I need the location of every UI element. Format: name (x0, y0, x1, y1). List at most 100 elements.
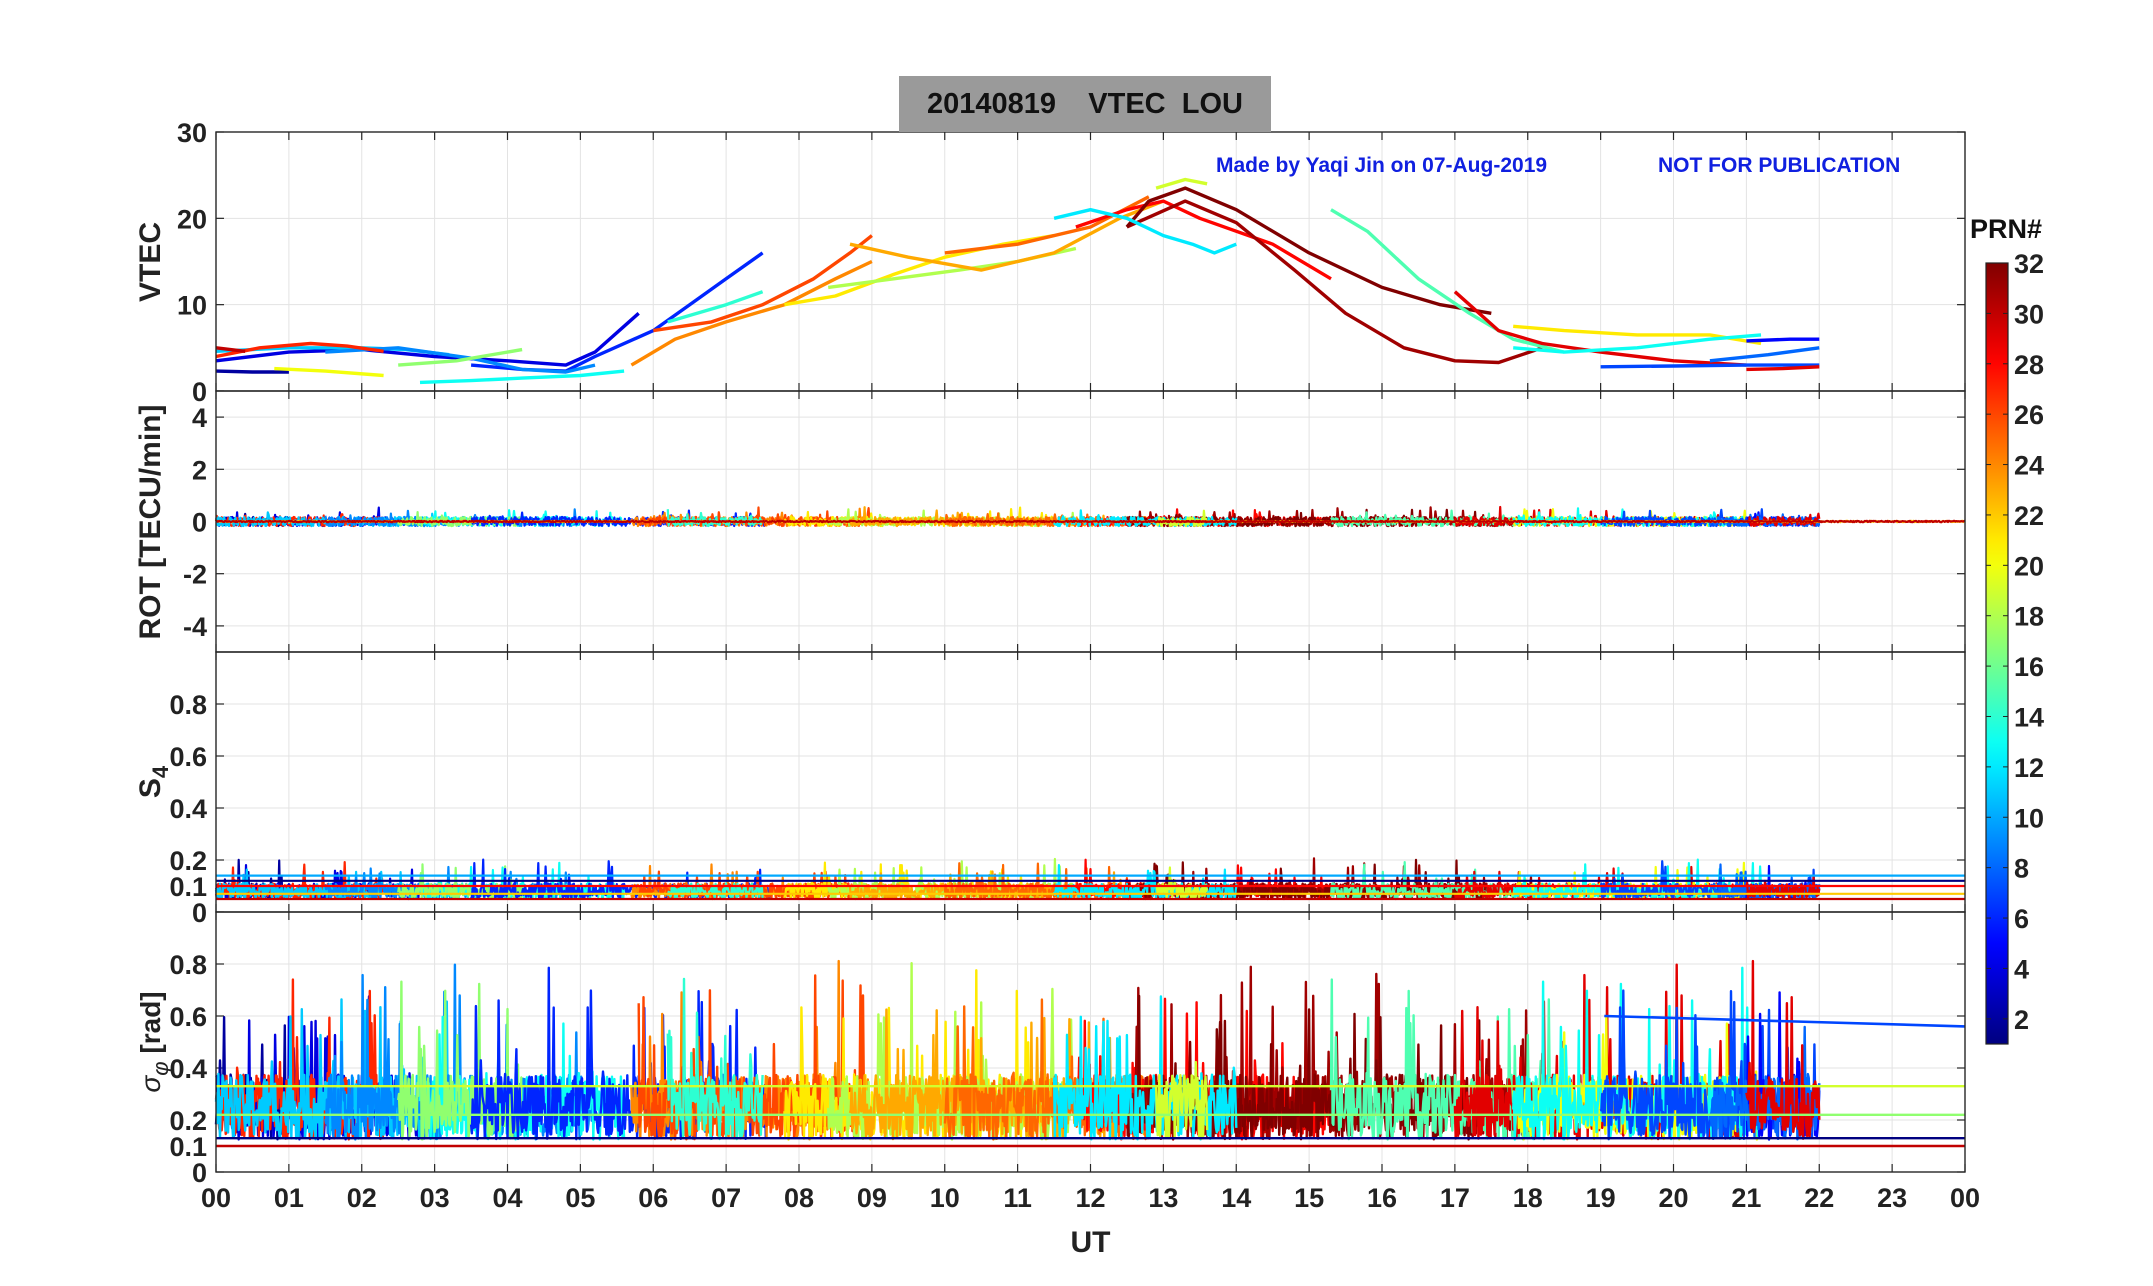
y-tick-label: 0 (192, 377, 207, 407)
x-tick-label: 00 (1950, 1183, 1980, 1213)
y-tick-label: 0 (192, 1158, 207, 1188)
y-tick-label: 0.1 (169, 872, 207, 902)
sigma-phi-trace (1604, 1014, 1966, 1028)
vtec-trace (1053, 208, 1237, 255)
vtec-trace (1600, 363, 1820, 369)
s4-trace (1155, 866, 1209, 900)
vtec-trace (1075, 199, 1332, 281)
y-tick-label: -2 (183, 560, 207, 590)
x-tick-label: 19 (1586, 1183, 1616, 1213)
vtec-axis-label: VTEC (134, 222, 167, 302)
notice-text: NOT FOR PUBLICATION (1658, 154, 1901, 177)
y-tick-label: 0 (192, 508, 207, 538)
y-tick-label: 10 (177, 291, 207, 321)
y-tick-label: 30 (177, 118, 207, 148)
colorbar-tick-label: 8 (2014, 854, 2029, 884)
x-tick-label: 17 (1440, 1183, 1470, 1213)
colorbar-tick-label: 4 (2014, 954, 2029, 984)
colorbar-tick-label: 28 (2014, 350, 2044, 380)
x-tick-label: 20 (1658, 1183, 1688, 1213)
rot-trace (215, 519, 1966, 524)
colorbar-tick-label: 14 (2014, 702, 2044, 732)
rot-axis-label: ROT [TECU/min] (134, 405, 167, 640)
y-tick-label: 0.4 (169, 794, 207, 824)
sigma-phi-panel: 00.10.2 0.4 0.6 0.8 (169, 912, 1966, 1188)
sigma-phi-trace (943, 998, 1150, 1141)
y-tick-label: 0.1 (169, 1132, 207, 1162)
vtec-trace (325, 346, 596, 374)
colorbar-tick-label: 10 (2014, 803, 2044, 833)
x-tick-label: 11 (1003, 1183, 1032, 1213)
y-tick-label: 0 (192, 898, 207, 928)
x-tick-label: 10 (930, 1183, 960, 1213)
vtec-trace (849, 199, 1165, 272)
x-tick-label: 23 (1877, 1183, 1907, 1213)
vtec-trace (630, 259, 873, 367)
colorbar-tick-label: 32 (2014, 249, 2044, 279)
y-tick-label: 0.8 (169, 950, 207, 980)
credit-text: Made by Yaqi Jin on 07-Aug-2019 (1216, 154, 1548, 177)
vtec-trace (1125, 186, 1492, 315)
colorbar-tick-label: 16 (2014, 652, 2044, 682)
vtec-trace (1453, 290, 1747, 367)
colorbar-tick-label: 2 (2014, 1005, 2029, 1035)
s4-trace (1745, 875, 1821, 900)
vtec-trace (784, 233, 1055, 307)
colorbar-label: PRN# (1970, 214, 2042, 244)
rot-panel: -4 -2 0 2 4 (183, 391, 1966, 652)
colorbar-tick-label: 6 (2014, 904, 2029, 934)
x-tick-label: 03 (420, 1183, 450, 1213)
colorbar-tick-label: 18 (2014, 602, 2044, 632)
x-tick-label: 00 (201, 1183, 231, 1213)
y-tick-label: 0.2 (169, 846, 207, 876)
sigma-phi-trace (1745, 959, 1821, 1140)
vtec-trace (419, 369, 625, 385)
x-tick-label: 01 (274, 1183, 304, 1213)
colorbar (1985, 262, 2009, 1045)
colorbar-tick-label: 20 (2014, 551, 2044, 581)
x-tick-label: 14 (1221, 1183, 1251, 1213)
x-tick-label: 18 (1513, 1183, 1543, 1213)
y-tick-label: 4 (192, 403, 207, 433)
vtec-trace (1746, 365, 1820, 372)
vtec-trace (1513, 333, 1762, 354)
vtec-trace (1709, 346, 1820, 363)
colorbar-tick-label: 12 (2014, 753, 2044, 783)
x-axis-label: UT (1071, 1226, 1111, 1259)
x-tick-label: 02 (347, 1183, 377, 1213)
vtec-trace (398, 347, 523, 367)
figure-title: 20140819 VTEC LOU (899, 76, 1271, 132)
vtec-trace (274, 366, 384, 378)
colorbar-tick-label: 26 (2014, 400, 2044, 430)
sigma-phi-trace (1154, 1060, 1209, 1140)
vtec-panel: 0 10 20 30 (177, 118, 1966, 407)
x-tick-label: 16 (1367, 1183, 1397, 1213)
y-tick-label: 0.8 (169, 690, 207, 720)
y-tick-label: 0.6 (169, 742, 207, 772)
vtec-trace (1126, 199, 1543, 365)
sigma-phi-axis-label: σφ [rad] (135, 991, 173, 1092)
y-tick-label: 20 (177, 204, 207, 234)
x-tick-label: 04 (492, 1183, 522, 1213)
x-tick-label: 07 (711, 1183, 741, 1213)
x-tick-label: 13 (1148, 1183, 1178, 1213)
vtec-trace (1746, 337, 1820, 343)
x-tick-label: 21 (1731, 1183, 1761, 1213)
vtec-trace (215, 369, 289, 374)
vtec-trace (215, 346, 246, 353)
x-tick-label: 06 (638, 1183, 668, 1213)
y-tick-label: -4 (183, 612, 207, 642)
vtec-trace (1330, 208, 1565, 354)
vtec-trace (653, 234, 873, 333)
y-tick-label: 0.4 (169, 1054, 207, 1084)
x-tick-label: 22 (1804, 1183, 1834, 1213)
x-tick-label: 12 (1075, 1183, 1105, 1213)
x-tick-label: 08 (784, 1183, 814, 1213)
colorbar-tick-label: 30 (2014, 299, 2044, 329)
y-tick-label: 2 (192, 455, 207, 485)
s4-panel: 00.10.2 0.4 0.6 0.8 (169, 652, 1966, 928)
rot-trace (1745, 512, 1821, 527)
vtec-trace (1155, 177, 1208, 190)
x-tick-label: 09 (857, 1183, 887, 1213)
